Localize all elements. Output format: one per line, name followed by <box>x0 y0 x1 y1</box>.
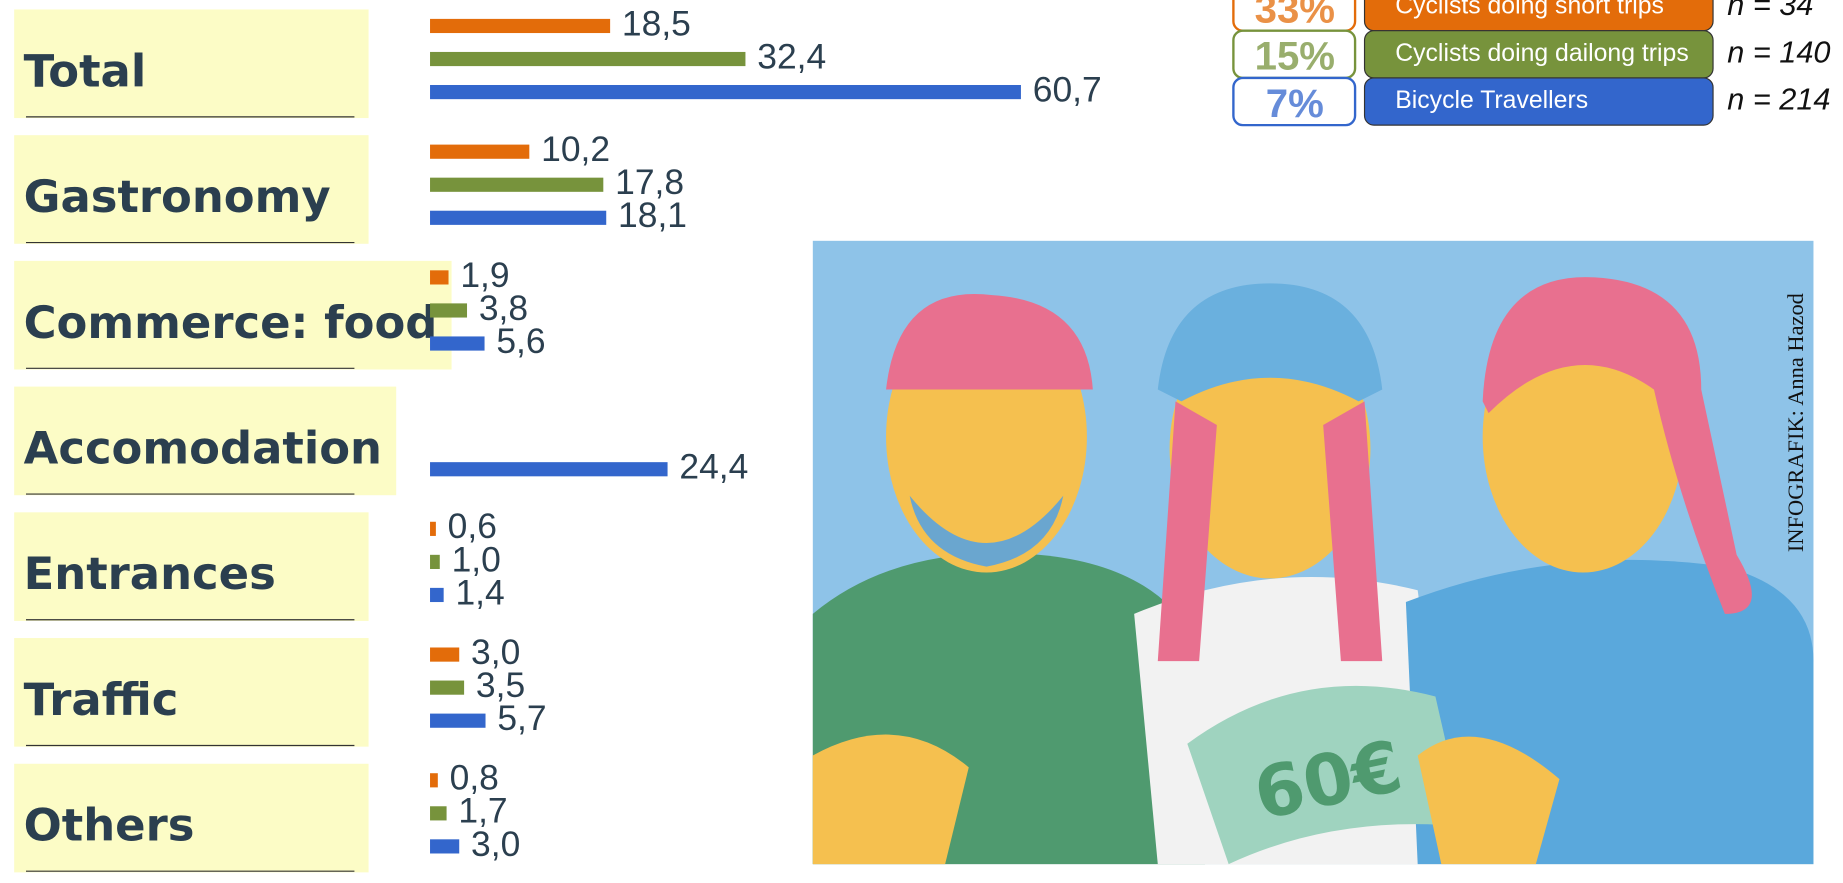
legend-n: n = 140 <box>1727 34 1830 69</box>
legend-label: Bicycle Travellers <box>1395 87 1588 114</box>
bar <box>430 177 604 192</box>
bar <box>430 144 530 159</box>
legend-n: n = 34 <box>1727 0 1813 22</box>
legend-label: Cyclists doing dailong trips <box>1395 40 1689 67</box>
value-label: 3,5 <box>476 665 525 705</box>
category-label: Gastronomy <box>24 170 331 223</box>
category-box <box>14 638 369 747</box>
legend-share: 33% <box>1255 0 1335 31</box>
category-label: Total <box>24 44 147 97</box>
bar <box>430 806 447 821</box>
bar <box>430 18 611 34</box>
category-box <box>14 260 452 370</box>
bar <box>430 587 444 603</box>
legend-share-box <box>1232 76 1357 127</box>
category-label: Commerce: food <box>24 296 438 349</box>
illustration: 60€ INFOGRAFIK: Anna Hazod <box>812 240 1814 865</box>
value-label: 3,0 <box>471 632 520 672</box>
bar <box>430 773 438 788</box>
value-label: 3,8 <box>479 288 528 328</box>
image-credit: INFOGRAFIK: Anna Hazod <box>1783 293 1808 552</box>
bar <box>430 647 460 662</box>
bar <box>430 680 465 695</box>
value-label: 17,8 <box>615 162 684 202</box>
legend-share: 7% <box>1266 81 1324 126</box>
value-label: 1,0 <box>452 539 501 579</box>
value-label: 10,2 <box>541 129 610 169</box>
category-label: Accomodation <box>24 422 382 475</box>
value-label: 5,7 <box>497 698 546 738</box>
legend-n: n = 214 <box>1727 82 1830 117</box>
value-label: 60,7 <box>1033 69 1102 109</box>
bar <box>430 554 440 569</box>
value-label: 18,5 <box>622 3 691 43</box>
bar <box>430 270 449 285</box>
value-label: 18,1 <box>618 195 687 235</box>
category-label: Others <box>24 799 195 852</box>
category-box <box>14 9 369 119</box>
value-label: 1,9 <box>460 255 509 295</box>
legend-label: Cyclists doing short trips <box>1395 0 1664 20</box>
bar <box>430 51 746 67</box>
bar <box>430 210 607 225</box>
bar <box>430 84 1021 100</box>
category-label: Traffic <box>24 673 179 726</box>
category-box <box>14 512 369 621</box>
bar <box>430 303 468 318</box>
category-box <box>14 386 397 496</box>
category-box <box>14 135 369 244</box>
legend-swatch <box>1363 77 1714 126</box>
value-label: 1,7 <box>458 791 507 831</box>
value-label: 5,6 <box>496 321 545 361</box>
bar <box>430 336 485 351</box>
value-label: 1,4 <box>455 572 504 612</box>
value-label: 32,4 <box>757 36 826 76</box>
category-box <box>14 763 369 873</box>
bar <box>430 521 436 536</box>
value-label: 0,6 <box>448 506 497 546</box>
bar <box>430 839 460 854</box>
value-label: 3,0 <box>471 824 520 864</box>
value-label: 0,8 <box>450 758 499 798</box>
value-label: 24,4 <box>679 447 748 487</box>
bar <box>430 713 486 728</box>
bar <box>430 462 668 477</box>
category-label: Entrances <box>24 547 276 600</box>
legend-share: 15% <box>1255 34 1335 79</box>
